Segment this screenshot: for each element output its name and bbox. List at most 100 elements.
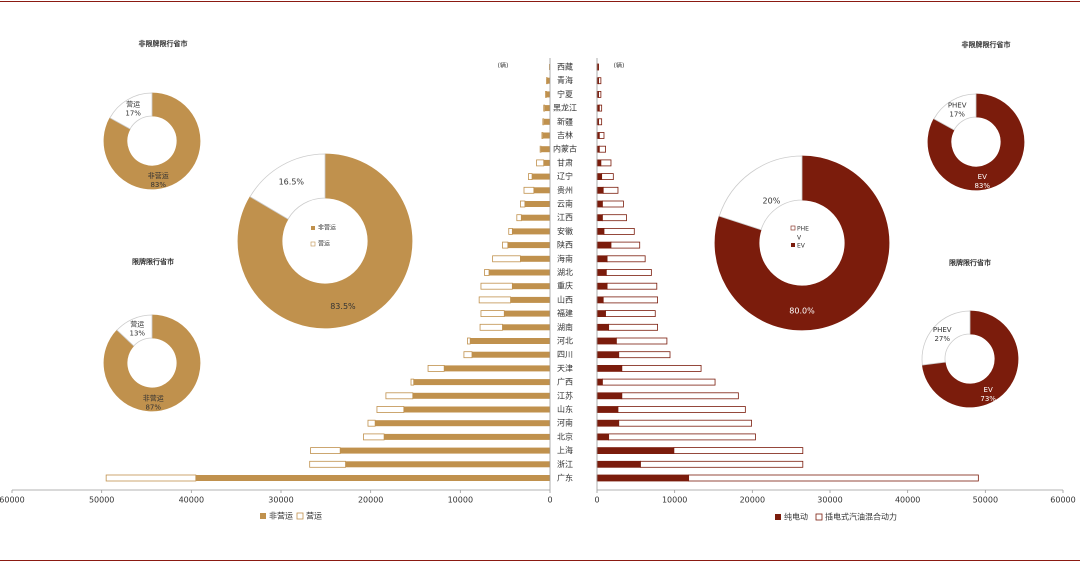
province-label: 西藏: [557, 62, 573, 72]
bar-ev: [596, 378, 603, 386]
bar-commercial: [463, 351, 473, 359]
big-left-donut-slice: [249, 153, 326, 220]
bar-commercial: [484, 269, 490, 276]
bar-noncommercial: [549, 64, 550, 70]
province-label: 陕西: [557, 240, 573, 250]
bar-commercial: [528, 173, 533, 181]
x-tick-label: 40000: [179, 496, 204, 505]
province-label: 北京: [557, 431, 573, 441]
bar-phev: [621, 392, 739, 400]
big-left-donut-slice: [237, 153, 413, 329]
bar-noncommercial: [520, 255, 550, 262]
bar-noncommercial: [489, 269, 550, 276]
province-label: 甘肃: [557, 157, 573, 167]
small-right-bottom-donut-label-minor: 27%: [934, 335, 950, 343]
small-left-top-donut-label-main: 83%: [150, 181, 166, 189]
province-label: 上海: [557, 445, 573, 455]
x-tick-label: 40000: [895, 496, 920, 505]
bar-ev: [596, 173, 603, 181]
bar-phev: [602, 214, 627, 222]
bar-ev: [596, 392, 623, 400]
small-right-bottom-donut-title: 限牌限行省市: [949, 258, 991, 267]
bar-ev: [596, 310, 606, 318]
bar-noncommercial: [547, 77, 550, 84]
bar-phev: [608, 433, 756, 441]
bar-phev: [598, 77, 602, 85]
bar-noncommercial: [524, 201, 550, 207]
bar-phev: [606, 282, 658, 290]
x-tick-label: 20000: [740, 496, 765, 505]
bar-noncommercial: [542, 132, 550, 139]
x-tick-label: 30000: [817, 496, 842, 505]
big-right-donut-label: 20%: [763, 196, 781, 205]
legend-label-commercial: 营运: [306, 511, 322, 521]
bar-noncommercial: [502, 324, 550, 331]
bar-ev: [596, 364, 623, 372]
bar-ev: [596, 296, 604, 304]
legend-label-ev: 纯电动: [784, 512, 808, 522]
province-label: 湖南: [557, 322, 573, 332]
province-label: 黑龙江: [553, 103, 577, 113]
bar-phev: [618, 419, 752, 427]
bar-ev: [596, 460, 641, 468]
bar-noncommercial: [512, 228, 550, 235]
legend-label-noncommercial: 非营运: [269, 511, 293, 521]
bar-commercial: [410, 378, 415, 386]
x-tick-label: 50000: [89, 496, 114, 505]
bar-ev: [596, 474, 690, 482]
bar-ev: [596, 159, 602, 167]
province-label: 福建: [557, 308, 573, 318]
small-right-bottom-donut-label-minor: PHEV: [933, 326, 952, 334]
province-label: 四川: [557, 350, 573, 359]
province-label: 湖北: [557, 268, 573, 277]
small-right-bottom-donut-label-main: 73%: [980, 395, 996, 403]
big-left-donut-label: 16.5%: [279, 177, 305, 186]
province-label: 安徽: [557, 226, 573, 236]
bar-ev: [596, 337, 617, 345]
bar-commercial: [478, 296, 511, 304]
x-tick-label: 10000: [662, 496, 687, 505]
province-label: 宁夏: [557, 89, 573, 99]
small-left-top-donut-label-main: 非营运: [148, 171, 169, 180]
bar-noncommercial: [543, 159, 550, 166]
x-tick-label: 10000: [448, 496, 473, 505]
legend-label-phev: 插电式汽油混合动力: [825, 512, 897, 522]
legend-swatch-commercial: [296, 512, 304, 520]
bar-ev: [596, 419, 620, 427]
big-right-legend-label: EV: [797, 243, 806, 250]
big-right-donut-slice: [714, 155, 890, 331]
province-label: 新疆: [557, 116, 573, 126]
bar-commercial: [545, 91, 547, 98]
bottom-rule: [0, 560, 1080, 561]
bar-commercial: [363, 433, 385, 441]
bar-commercial: [541, 132, 544, 139]
big-left-legend-label: 营运: [318, 240, 330, 248]
bar-ev: [596, 323, 610, 331]
bar-commercial: [427, 364, 445, 372]
small-left-bottom-donut-label-minor: 营运: [130, 320, 144, 329]
bar-ev: [596, 214, 603, 222]
bar-commercial: [543, 104, 546, 112]
small-left-bottom-donut-label-minor: 13%: [130, 330, 146, 338]
x-tick-label: 0: [594, 496, 599, 505]
bar-noncommercial: [544, 105, 550, 112]
bar-noncommercial: [521, 214, 550, 221]
big-left-donut-label: 83.5%: [330, 302, 356, 311]
bar-noncommercial: [543, 118, 550, 125]
left-unit-label: (辆): [498, 62, 509, 70]
bar-commercial: [376, 406, 405, 413]
bar-commercial: [480, 282, 513, 290]
x-tick-label: 50000: [973, 496, 998, 505]
bar-phev: [640, 460, 804, 468]
bar-phev: [601, 173, 614, 181]
big-left-legend-label: 非营运: [318, 224, 336, 232]
bar-ev: [596, 255, 608, 263]
bar-commercial: [520, 200, 526, 208]
bar-phev: [618, 351, 671, 359]
bar-noncommercial: [412, 392, 550, 399]
bar-ev: [596, 241, 612, 249]
bar-noncommercial: [413, 379, 550, 386]
bar-commercial: [502, 241, 509, 249]
bar-noncommercial: [345, 461, 550, 468]
